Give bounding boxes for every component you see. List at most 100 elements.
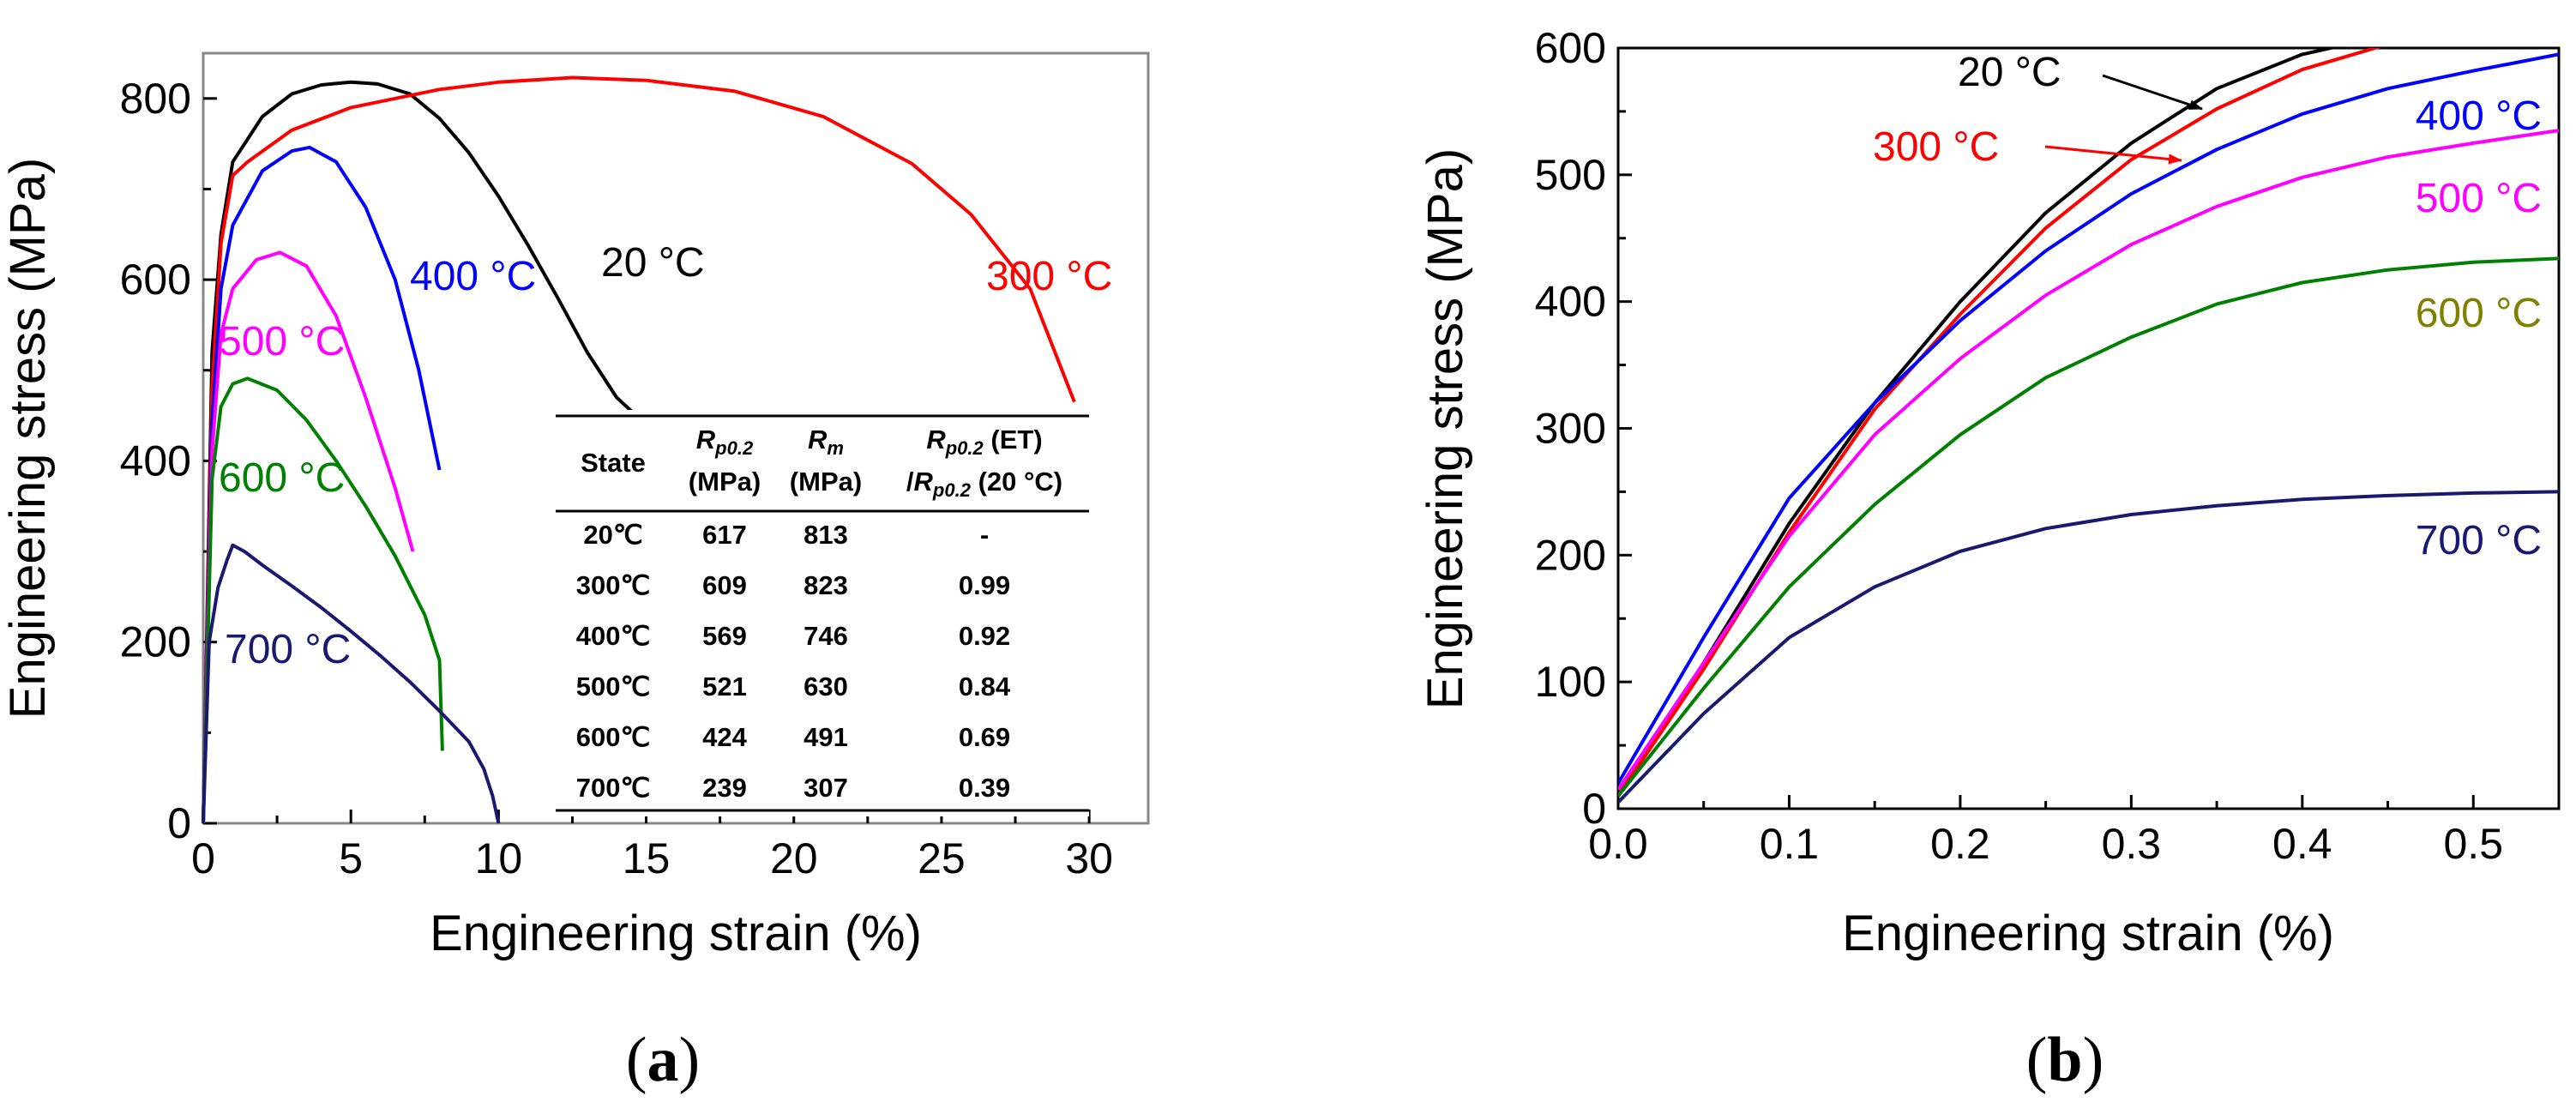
series-label-300c: 300 °C bbox=[986, 254, 1112, 299]
y-tick-label: 600 bbox=[120, 256, 191, 304]
y-tick-label: 800 bbox=[120, 75, 191, 123]
series-label-600c: 600 °C bbox=[2416, 291, 2542, 336]
series-line-700c bbox=[202, 543, 501, 824]
table-cell-state: 400℃ bbox=[576, 621, 651, 651]
curve-labels-a: 20 °C 300 °C 400 °C 500 °C 600 °C 700 °C bbox=[219, 240, 1112, 672]
table-row: 500℃ 521 630 0.84 bbox=[576, 671, 1011, 702]
x-tick-label: 5 bbox=[339, 834, 363, 882]
table-cell-rm: 307 bbox=[803, 773, 848, 803]
series-label-400c: 400 °C bbox=[2416, 93, 2542, 139]
x-axis-title-a: Engineering strain (%) bbox=[430, 906, 922, 961]
curves-b bbox=[1618, 48, 2559, 804]
series-label-300c: 300 °C bbox=[1873, 124, 1999, 170]
table-cell-rp: 239 bbox=[702, 773, 747, 803]
x-tick-label: 0.2 bbox=[1930, 820, 1990, 868]
series-label-20c: 20 °C bbox=[601, 240, 705, 286]
curves-a bbox=[202, 75, 1076, 824]
table-header-rp: Rp0.2 bbox=[696, 425, 754, 459]
annotation-arrow-20c bbox=[2102, 74, 2203, 111]
plot-frame-a bbox=[202, 51, 1150, 825]
x-tick-label: 0.5 bbox=[2444, 820, 2504, 868]
table-cell-rp: 569 bbox=[702, 621, 747, 651]
table-cell-rp: 424 bbox=[702, 722, 747, 752]
panel-label-b: (b) bbox=[2026, 1025, 2104, 1095]
table-cell-state: 500℃ bbox=[576, 671, 651, 702]
annotation-arrow-300c bbox=[2044, 145, 2182, 165]
y-tick-label: 400 bbox=[120, 437, 191, 485]
table-cell-rp: 521 bbox=[702, 671, 747, 702]
table-cell-ratio: 0.92 bbox=[959, 621, 1010, 651]
series-label-500c: 500 °C bbox=[2416, 176, 2542, 221]
series-line-400c bbox=[1618, 52, 2559, 785]
table-cell-state: 20℃ bbox=[583, 520, 642, 550]
series-line-20c bbox=[1618, 48, 2339, 798]
x-tick-label: 0.4 bbox=[2272, 820, 2332, 868]
table-cell-ratio: 0.39 bbox=[959, 773, 1010, 803]
y-tick-label: 0 bbox=[167, 799, 191, 847]
table-cell-ratio: 0.99 bbox=[959, 570, 1010, 600]
y-tick-label: 600 bbox=[1535, 24, 1606, 72]
table-header-rm: Rm bbox=[808, 425, 844, 459]
series-line-600c bbox=[1618, 256, 2559, 798]
y-tick-label: 200 bbox=[1535, 531, 1606, 579]
inset-table: State Rp0.2 (MPa) Rm (MPa) Rp0.2 (ET) /R… bbox=[556, 410, 1089, 816]
curve-labels-b: 20 °C 300 °C 400 °C 500 °C 600 °C 700 °C bbox=[1873, 50, 2542, 563]
series-line-700c bbox=[1618, 490, 2559, 804]
x-tick-label: 0.3 bbox=[2102, 820, 2162, 868]
plot-frame-b bbox=[1616, 46, 2561, 810]
x-tick-label: 0 bbox=[191, 834, 215, 882]
series-label-500c: 500 °C bbox=[219, 319, 345, 364]
series-line-20c bbox=[202, 80, 633, 824]
panel-label-a: (a) bbox=[626, 1025, 700, 1095]
series-label-700c: 700 °C bbox=[2416, 518, 2542, 563]
y-axis-title-b: Engineering stress (MPa) bbox=[1417, 148, 1473, 709]
y-tick-label: 500 bbox=[1535, 151, 1606, 199]
table-header-ratio-line1: Rp0.2 (ET) bbox=[926, 425, 1042, 459]
table-cell-rp: 609 bbox=[702, 570, 747, 600]
table-header-ratio-line2: /Rp0.2 (20 °C) bbox=[906, 467, 1062, 501]
y-tick-label: 100 bbox=[1535, 658, 1606, 706]
table-header-state: State bbox=[581, 448, 646, 478]
table-row: 700℃ 239 307 0.39 bbox=[576, 773, 1010, 803]
x-tick-label: 10 bbox=[475, 834, 523, 882]
series-label-700c: 700 °C bbox=[225, 627, 351, 672]
table-row: 400℃ 569 746 0.92 bbox=[576, 621, 1010, 651]
table-cell-state: 600℃ bbox=[576, 722, 651, 752]
axis-ticks-a: 0 5 10 15 20 25 30 0 200 400 600 800 bbox=[120, 75, 1113, 882]
x-tick-label: 15 bbox=[623, 834, 671, 882]
x-tick-label: 20 bbox=[770, 834, 818, 882]
table-cell-rm: 823 bbox=[803, 570, 848, 600]
series-line-600c bbox=[202, 376, 444, 824]
table-cell-ratio: - bbox=[980, 520, 989, 550]
x-tick-label: 25 bbox=[918, 834, 966, 882]
table-header-rp-unit: (MPa) bbox=[689, 467, 761, 497]
panel-letter-a: a bbox=[647, 1025, 679, 1095]
table-background bbox=[556, 410, 1089, 816]
axis-ticks-b: 0.0 0.1 0.2 0.3 0.4 0.5 0 100 200 300 400 500 600 bbox=[1535, 24, 2561, 868]
table-cell-ratio: 0.69 bbox=[959, 722, 1010, 752]
table-row: 20℃ 617 813 - bbox=[583, 520, 989, 550]
x-tick-label: 0.1 bbox=[1760, 820, 1820, 868]
table-cell-state: 700℃ bbox=[576, 773, 651, 803]
x-tick-label: 0.0 bbox=[1588, 820, 1648, 868]
y-tick-label: 200 bbox=[120, 618, 191, 666]
y-tick-label: 400 bbox=[1535, 278, 1606, 326]
table-header-rm-unit: (MPa) bbox=[790, 467, 862, 497]
series-line-300c bbox=[202, 75, 1076, 824]
series-label-600c: 600 °C bbox=[219, 455, 345, 501]
y-tick-label: 0 bbox=[1582, 785, 1606, 833]
table-cell-rp: 617 bbox=[702, 520, 747, 550]
series-line-500c bbox=[202, 250, 415, 824]
panel-b: 0.0 0.1 0.2 0.3 0.4 0.5 0 100 200 300 400 500 600 20… bbox=[1417, 24, 2561, 1095]
table-cell-rm: 813 bbox=[803, 520, 848, 550]
series-label-20c: 20 °C bbox=[1958, 50, 2061, 95]
table-row: 600℃ 424 491 0.69 bbox=[576, 722, 1010, 752]
y-axis-title-a: Engineering stress (MPa) bbox=[0, 158, 56, 719]
table-cell-rm: 746 bbox=[803, 621, 848, 651]
table-cell-rm: 630 bbox=[803, 671, 848, 702]
table-cell-state: 300℃ bbox=[576, 570, 651, 600]
table-cell-rm: 491 bbox=[803, 722, 848, 752]
panel-letter-b: b bbox=[2047, 1025, 2082, 1095]
series-line-500c bbox=[1618, 129, 2559, 791]
